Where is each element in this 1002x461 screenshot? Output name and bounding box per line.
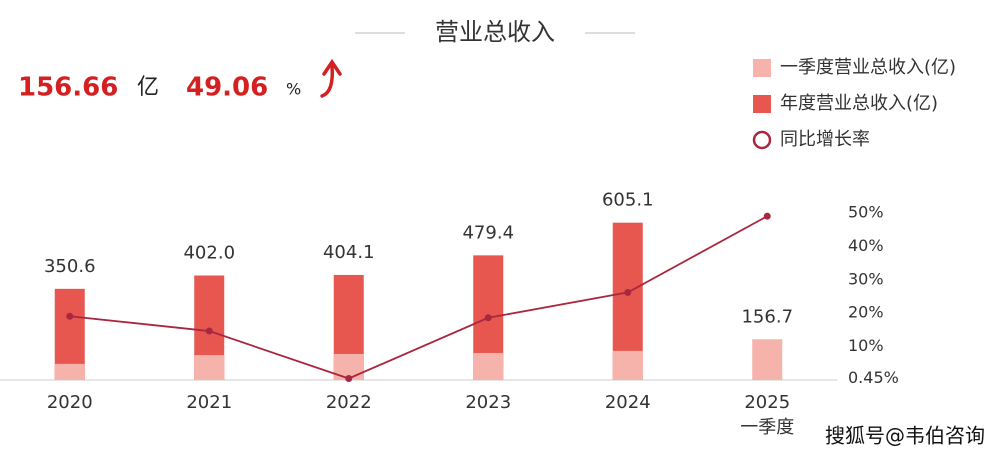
watermark: 搜狐号@韦伯咨询 [825, 424, 985, 448]
chart-title: 营业总收入 [435, 18, 555, 46]
header-unit: 亿 [137, 75, 159, 100]
point [624, 288, 632, 296]
y2-tick-label: 40% [848, 236, 884, 255]
point [345, 374, 353, 382]
point [66, 312, 74, 320]
legend-label: 年度营业总收入(亿) [780, 93, 938, 114]
value-label: 479.4 [462, 222, 514, 243]
x-tick-label: 2020 [47, 392, 93, 413]
header-growth: 49.06 [186, 73, 268, 103]
value-label: 156.7 [741, 306, 793, 327]
bar [752, 339, 783, 380]
y2-tick-label: 50% [848, 203, 884, 222]
point [205, 327, 213, 335]
x-tick-label: 2023 [465, 392, 511, 413]
point [763, 212, 771, 220]
value-label: 402.0 [183, 242, 235, 263]
x-tick-note: 一季度 [740, 417, 794, 438]
x-tick-label: 2021 [186, 392, 232, 413]
header-amount: 156.66 [18, 73, 118, 103]
legend-symbol [752, 130, 772, 150]
legend-label: 同比增长率 [780, 129, 870, 150]
up-arrow [320, 58, 342, 98]
legend-symbol [753, 59, 771, 77]
bar [194, 355, 225, 380]
value-label: 605.1 [602, 190, 654, 211]
value-label: 350.6 [44, 256, 96, 277]
x-tick-label: 2022 [326, 392, 372, 413]
point [484, 314, 492, 322]
legend-symbol [753, 95, 771, 113]
bar [473, 352, 504, 380]
y2-tick-label: 30% [848, 269, 884, 288]
value-label: 404.1 [323, 242, 375, 263]
x-tick-label: 2025 [744, 392, 790, 413]
y2-tick-label: 20% [848, 303, 884, 322]
y2-tick-label: 0.45% [848, 368, 899, 387]
legend-label: 一季度营业总收入(亿) [780, 57, 956, 78]
y2-tick-label: 10% [848, 336, 884, 355]
x-tick-label: 2024 [605, 392, 651, 413]
bar [54, 363, 85, 380]
bar [612, 350, 643, 380]
line [69, 215, 768, 380]
header-growth-unit: % [286, 80, 301, 99]
